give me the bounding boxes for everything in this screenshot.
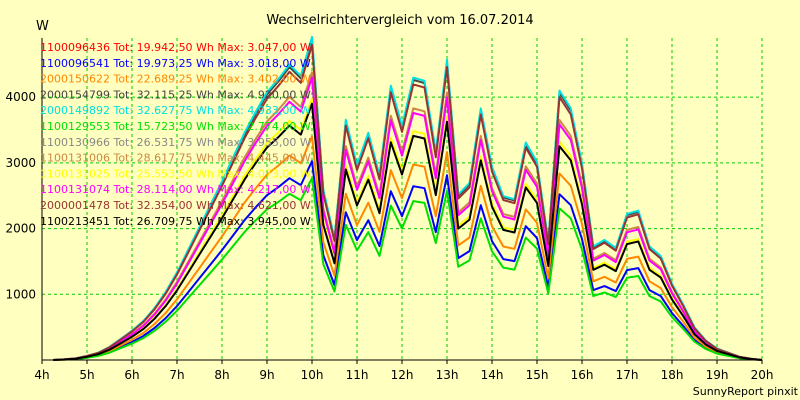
legend-entry-1100096436: 1100096436 Tot: 19.942,50 Wh Max: 3.047,… [40,41,311,54]
series-line-1100213451 [53,102,763,361]
footer-credit: SunnyReport pinxit [693,385,799,398]
legend-entry-2000154799: 2000154799 Tot: 32.115,25 Wh Max: 4.920,… [40,88,311,101]
x-tick-label: 5h [79,368,94,382]
x-tick-label: 10h [301,368,324,382]
legend: 1100096436 Tot: 19.942,50 Wh Max: 3.047,… [40,41,311,228]
legend-entry-1100131025: 1100131025 Tot: 25.553,50 Wh Max: 4.073,… [40,167,311,180]
x-tick-label: 20h [751,368,774,382]
x-tick-label: 17h [616,368,639,382]
x-tick-label: 7h [169,368,184,382]
y-axis-unit: W [36,19,49,34]
legend-entry-1100131074: 1100131074 Tot: 28.114,00 Wh Max: 4.217,… [40,183,311,196]
y-tick-label: 1000 [5,287,36,301]
y-tick-label: 4000 [5,90,36,104]
x-tick-label: 8h [214,368,229,382]
x-tick-label: 15h [526,368,549,382]
series-line-1100131074 [53,76,763,361]
x-tick-label: 13h [436,368,459,382]
legend-entry-1100130966: 1100130966 Tot: 26.531,75 Wh Max: 3.955,… [40,136,311,149]
legend-entry-1100129553: 1100129553 Tot: 15.723,50 Wh Max: 2.774,… [40,120,311,133]
series-lines [53,36,763,361]
legend-entry-2000150622: 2000150622 Tot: 22.689,25 Wh Max: 3.402,… [40,73,311,86]
chart-title: Wechselrichtervergleich vom 16.07.2014 [266,13,533,28]
tick-labels: 1000 2000 3000 4000 4h 5h 6h 7h 8h 9h 10h 11h 12h 13h… [5,90,773,382]
x-tick-label: 16h [571,368,594,382]
series-line-2000150622 [53,135,763,361]
x-tick-label: 11h [346,368,369,382]
x-tick-label: 18h [661,368,684,382]
series-line-1100129553 [53,177,763,361]
series-line-1100096541 [53,160,763,361]
x-tick-label: 19h [706,368,729,382]
legend-entry-1100213451: 1100213451 Tot: 26.709,75 Wh Max: 3.945,… [40,215,311,228]
x-tick-label: 14h [481,368,504,382]
x-tick-label: 4h [34,368,49,382]
y-tick-label: 2000 [5,222,36,236]
legend-entry-2000149892: 2000149892 Tot: 32.627,75 Wh Max: 4.933,… [40,104,311,117]
legend-entry-2000001478: 2000001478 Tot: 32.354,00 Wh Max: 4.621,… [40,199,311,212]
legend-entry-1100096541: 1100096541 Tot: 19.973,25 Wh Max: 3.018,… [40,57,311,70]
y-tick-label: 3000 [5,156,36,170]
x-tick-label: 6h [124,368,139,382]
series-line-2000001478 [53,43,763,361]
x-tick-label: 12h [391,368,414,382]
legend-entry-1100131006: 1100131006 Tot: 28.617,75 Wh Max: 4.445,… [40,152,311,165]
x-tick-label: 9h [259,368,274,382]
